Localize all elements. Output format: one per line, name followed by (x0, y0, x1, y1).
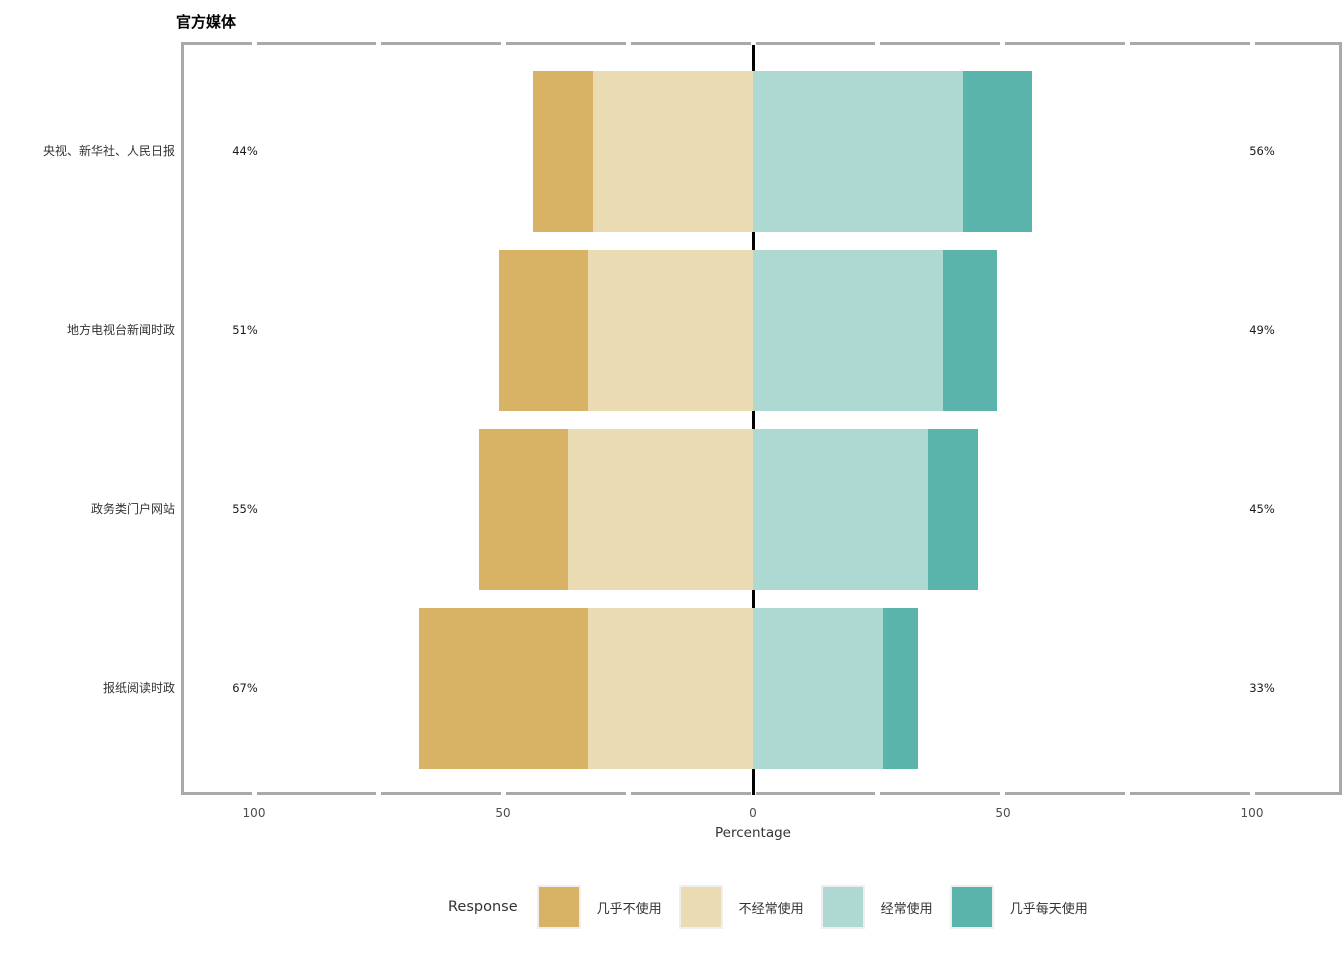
right-total-label: 49% (1249, 323, 1275, 337)
y-axis-label: 地方电视台新闻时政 (66, 323, 175, 337)
segment-经常使用 (753, 71, 963, 232)
segment-经常使用 (753, 429, 928, 590)
x-tick-label: 0 (749, 806, 757, 820)
legend-item: 几乎不使用 (536, 885, 662, 929)
tick-gap (1249, 42, 1255, 45)
right-total-label: 45% (1249, 502, 1275, 516)
x-tick-label: 100 (1240, 806, 1264, 820)
legend-item: 不经常使用 (678, 885, 804, 929)
tick-gap (1000, 792, 1005, 795)
tick-gap (1000, 42, 1005, 45)
tick-gap (750, 42, 756, 45)
y-axis-label: 央视、新华社、人民日报 (42, 144, 175, 158)
x-tick-label: 50 (495, 806, 511, 820)
tick-gap (251, 42, 257, 45)
tick-gap (376, 792, 382, 795)
legend-item: 经常使用 (820, 885, 933, 929)
tick-gap (1124, 42, 1130, 45)
segment-几乎不使用 (418, 608, 589, 769)
chart-title: 官方媒体 (176, 13, 237, 31)
x-tick-label: 100 (242, 806, 266, 820)
segment-不经常使用 (568, 429, 753, 590)
legend-label: 几乎每天使用 (1009, 901, 1088, 917)
segment-几乎每天使用 (942, 250, 998, 411)
segment-几乎不使用 (498, 250, 589, 411)
legend-label: 不经常使用 (738, 901, 804, 917)
y-axis-label: 报纸阅读时政 (102, 681, 175, 695)
left-total-label: 44% (232, 144, 258, 158)
segment-几乎每天使用 (962, 71, 1033, 232)
panel-border-top (181, 42, 1342, 45)
legend: Response 几乎不使用 不经常使用 经常使用 几乎每天使用 (448, 885, 1088, 929)
right-total-label: 33% (1249, 681, 1275, 695)
segment-几乎每天使用 (882, 608, 918, 769)
segment-几乎每天使用 (927, 429, 978, 590)
legend-swatch-frequent (820, 885, 865, 929)
right-total-label: 56% (1249, 144, 1275, 158)
panel-border-right (1339, 42, 1342, 795)
tick-gap (625, 42, 631, 45)
tick-gap (501, 792, 506, 795)
tick-gap (501, 42, 506, 45)
x-axis-title: Percentage (715, 825, 791, 841)
legend-label: 几乎不使用 (596, 901, 662, 917)
segment-几乎不使用 (478, 429, 569, 590)
y-axis-label: 政务类门户网站 (90, 502, 175, 516)
segment-经常使用 (753, 250, 943, 411)
zero-reference-line (751, 45, 755, 795)
panel-border-left (181, 42, 184, 795)
segment-不经常使用 (588, 608, 753, 769)
tick-gap (1249, 792, 1255, 795)
tick-gap (251, 792, 257, 795)
segment-不经常使用 (588, 250, 753, 411)
segment-不经常使用 (593, 71, 753, 232)
legend-swatch-almost-never (536, 885, 581, 929)
left-total-label: 67% (232, 681, 258, 695)
segment-经常使用 (753, 608, 883, 769)
segment-几乎不使用 (533, 71, 594, 232)
tick-gap (875, 42, 881, 45)
tick-gap (1124, 792, 1130, 795)
plot-panel: 44% 51% 55% 67% 56% 49% 45% 33% (181, 42, 1342, 795)
x-tick-label: 50 (995, 806, 1011, 820)
left-total-label: 51% (232, 323, 258, 337)
tick-gap (376, 42, 382, 45)
legend-swatch-infrequent (678, 885, 723, 929)
legend-title: Response (448, 899, 518, 915)
tick-gap (625, 792, 631, 795)
legend-swatch-almost-daily (949, 885, 994, 929)
panel-border-bottom (181, 792, 1342, 795)
legend-item: 几乎每天使用 (949, 885, 1088, 929)
left-total-label: 55% (232, 502, 258, 516)
legend-label: 经常使用 (880, 901, 933, 917)
tick-gap (875, 792, 881, 795)
